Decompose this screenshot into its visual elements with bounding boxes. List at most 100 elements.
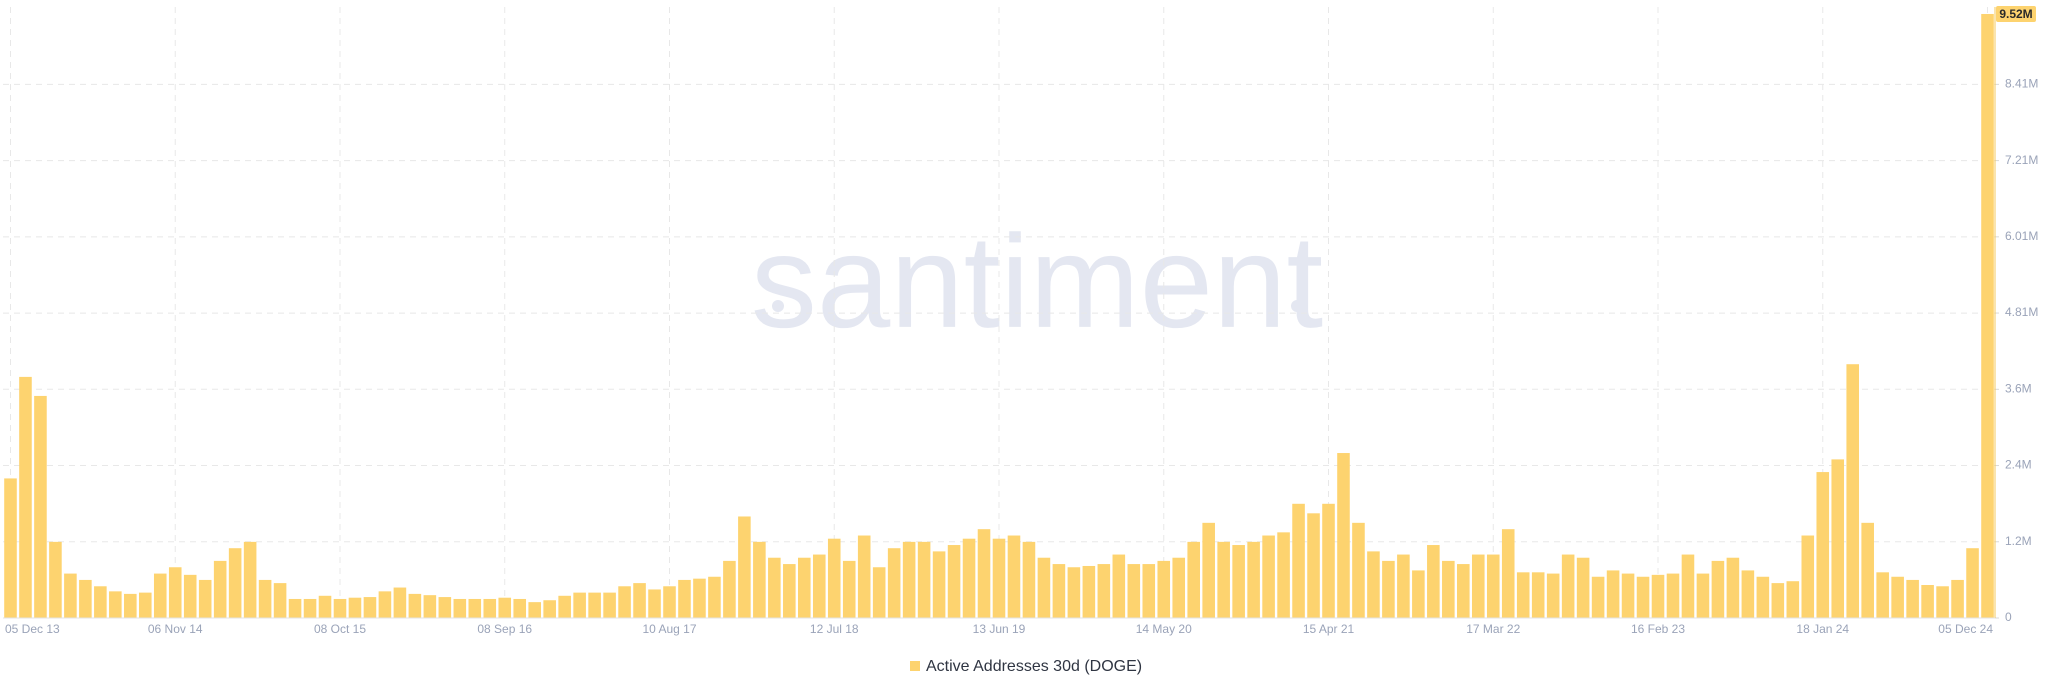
watermark-dot [1291,300,1303,312]
bar [1037,557,1051,618]
bar [363,597,377,618]
bar [124,593,137,618]
y-tick-label: 7.21M [2005,153,2038,167]
bar [603,592,616,618]
bar [1427,545,1440,618]
legend-label: Active Addresses 30d (DOGE) [926,658,1142,675]
bar [1292,503,1305,618]
bar [917,541,931,618]
bar [498,597,512,618]
x-tick-label: 08 Sep 16 [477,622,532,636]
bar [543,600,556,618]
bar [1756,576,1770,618]
bar [19,376,32,618]
bar [1711,560,1725,618]
bar [1741,570,1755,618]
bar [1217,541,1230,618]
bar [1651,574,1665,618]
bar [783,564,796,618]
bar [64,573,77,618]
bar [1007,535,1021,618]
bar [34,395,47,618]
bar [288,598,302,618]
y-tick-label: 8.41M [2005,77,2038,91]
bar [438,597,452,618]
x-tick-label: 14 May 20 [1136,622,1192,636]
bar [1891,576,1904,618]
bar [588,592,601,618]
bar [1966,548,1979,618]
bar [708,576,721,618]
bar [857,535,871,618]
bar [153,573,167,618]
value-badge [1996,5,2036,22]
bar [1262,535,1275,618]
bar [1561,554,1575,618]
bar [183,574,197,618]
bar [1127,564,1141,618]
bar [243,541,257,618]
bar [1277,532,1290,618]
bar [1576,557,1590,618]
bar [1681,554,1695,618]
bar [1397,554,1410,618]
bar [318,595,332,618]
bar [887,548,901,618]
bar [1816,472,1830,618]
bar [273,583,287,618]
bar [738,516,751,618]
bar [1112,554,1126,618]
bar [1486,554,1500,618]
bar [1322,503,1335,618]
bar [228,548,242,618]
bar [1906,579,1919,618]
bar [378,591,392,618]
bar [1501,529,1515,618]
bar [663,586,676,618]
bar [1786,581,1800,618]
bar [168,567,182,618]
bar [1082,565,1096,618]
bar [1172,557,1186,618]
bar [1442,560,1455,618]
bar [79,579,92,618]
bar [1846,364,1860,618]
bar [1636,576,1650,618]
bar [1067,567,1081,618]
bar [798,557,811,618]
bar [423,595,437,618]
bar [753,541,766,618]
y-tick-label: 4.81M [2005,305,2038,319]
bar [483,598,497,618]
bar [693,578,706,618]
bar [827,538,841,618]
x-tick-label: 05 Dec 24 [1938,622,1993,636]
bar [932,551,946,618]
bar [1936,586,1949,618]
bar [1876,572,1889,618]
bar [633,583,646,618]
bar [1516,572,1530,618]
bar [1981,13,1994,618]
bar [558,595,571,618]
bar [1187,541,1200,618]
watermark-dot [772,300,784,312]
bar [109,591,122,618]
bar [1696,573,1710,618]
bar [528,602,541,618]
bar [393,587,407,618]
bar [1022,541,1036,618]
x-tick-label: 08 Oct 15 [314,622,366,636]
axes: 0 1.2M 2.4M 3.6M 4.81M 6.01M 7.21M 8.41M 05 Dec … [3,5,2038,636]
bar [1352,522,1365,618]
bar [49,541,62,618]
bar [1666,573,1680,618]
x-tick-label: 05 Dec 13 [5,622,60,636]
bar [1771,583,1785,618]
bar [4,478,17,618]
bar [1202,522,1215,618]
bar [768,557,781,618]
bar [198,579,212,618]
bar [1951,579,1964,618]
